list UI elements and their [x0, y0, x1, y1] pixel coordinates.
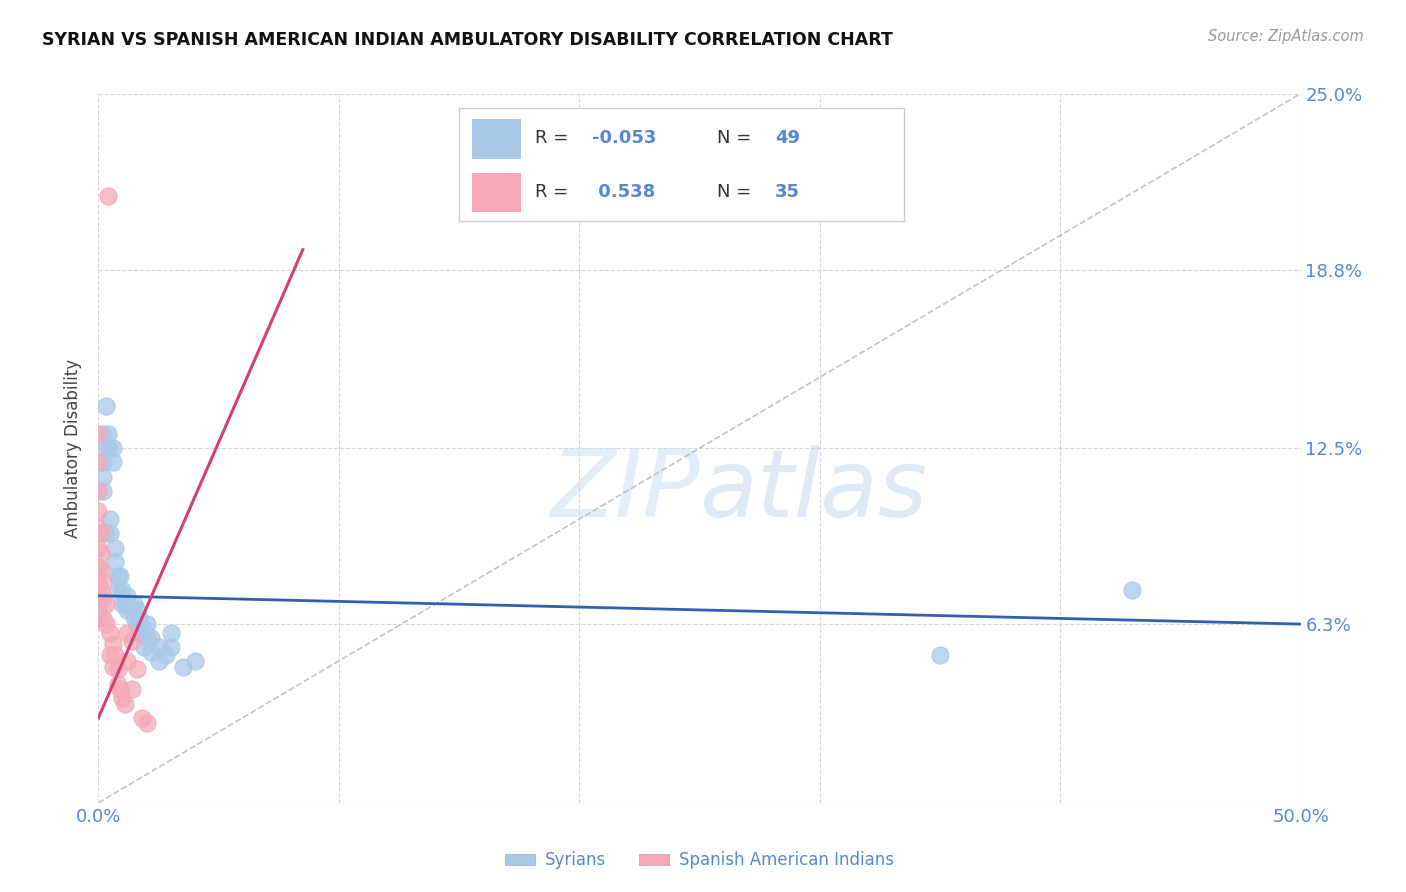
- Point: [108, 569, 131, 583]
- Point: [100, 512, 122, 526]
- Point: [131, 620, 153, 634]
- Point: [141, 632, 163, 646]
- Point: [135, 716, 157, 731]
- Point: [90, 583, 112, 598]
- Point: [107, 676, 129, 690]
- Point: [90, 526, 112, 541]
- Point: [124, 611, 146, 625]
- Point: [121, 603, 143, 617]
- Point: [91, 427, 114, 442]
- Point: [87, 503, 110, 517]
- Point: [121, 682, 143, 697]
- Point: [141, 645, 163, 659]
- Point: [108, 682, 131, 697]
- Point: [114, 697, 136, 711]
- Point: [117, 625, 139, 640]
- Point: [117, 654, 139, 668]
- Point: [117, 603, 139, 617]
- Point: [1121, 583, 1143, 598]
- Point: [87, 541, 110, 555]
- Point: [91, 455, 114, 469]
- Text: Source: ZipAtlas.com: Source: ZipAtlas.com: [1208, 29, 1364, 44]
- Point: [111, 690, 134, 705]
- Point: [131, 711, 153, 725]
- Point: [90, 563, 112, 577]
- Point: [101, 659, 124, 673]
- Point: [111, 583, 134, 598]
- Text: atlas: atlas: [700, 445, 928, 536]
- Point: [97, 188, 120, 202]
- Point: [125, 663, 148, 677]
- Point: [148, 654, 170, 668]
- Point: [91, 574, 114, 589]
- Point: [148, 640, 170, 654]
- Point: [91, 469, 114, 483]
- Point: [90, 546, 112, 560]
- Point: [132, 640, 155, 654]
- Point: [104, 648, 127, 663]
- Point: [117, 589, 139, 603]
- Point: [94, 597, 117, 611]
- Point: [172, 659, 194, 673]
- Point: [128, 611, 150, 625]
- Point: [87, 483, 110, 498]
- Point: [114, 597, 136, 611]
- Point: [107, 663, 129, 677]
- Point: [104, 555, 127, 569]
- Point: [87, 577, 110, 591]
- Point: [107, 583, 129, 598]
- Point: [135, 632, 157, 646]
- Point: [87, 521, 110, 535]
- Point: [94, 399, 117, 413]
- Point: [159, 640, 181, 654]
- Point: [94, 617, 117, 632]
- Point: [183, 654, 205, 668]
- Point: [132, 625, 155, 640]
- Point: [91, 591, 114, 606]
- Point: [101, 442, 124, 456]
- Point: [91, 611, 114, 625]
- Point: [155, 648, 177, 663]
- Point: [125, 617, 148, 632]
- Point: [928, 648, 950, 663]
- Text: SYRIAN VS SPANISH AMERICAN INDIAN AMBULATORY DISABILITY CORRELATION CHART: SYRIAN VS SPANISH AMERICAN INDIAN AMBULA…: [42, 31, 893, 49]
- Point: [91, 483, 114, 498]
- Point: [87, 427, 110, 442]
- Text: ZIP: ZIP: [550, 445, 700, 536]
- Point: [97, 442, 120, 456]
- Point: [97, 427, 120, 442]
- Point: [87, 455, 110, 469]
- Point: [101, 455, 124, 469]
- Point: [87, 560, 110, 574]
- Point: [100, 648, 122, 663]
- Legend: Syrians, Spanish American Indians: Syrians, Spanish American Indians: [498, 845, 901, 876]
- Point: [125, 603, 148, 617]
- Point: [121, 634, 143, 648]
- Point: [135, 617, 157, 632]
- Point: [111, 597, 134, 611]
- Point: [128, 625, 150, 640]
- Point: [94, 526, 117, 541]
- Y-axis label: Ambulatory Disability: Ambulatory Disability: [65, 359, 83, 538]
- Point: [87, 603, 110, 617]
- Point: [104, 541, 127, 555]
- Point: [100, 625, 122, 640]
- Point: [87, 611, 110, 625]
- Point: [107, 569, 129, 583]
- Point: [100, 526, 122, 541]
- Point: [159, 625, 181, 640]
- Point: [87, 591, 110, 606]
- Point: [124, 597, 146, 611]
- Point: [91, 442, 114, 456]
- Point: [101, 637, 124, 651]
